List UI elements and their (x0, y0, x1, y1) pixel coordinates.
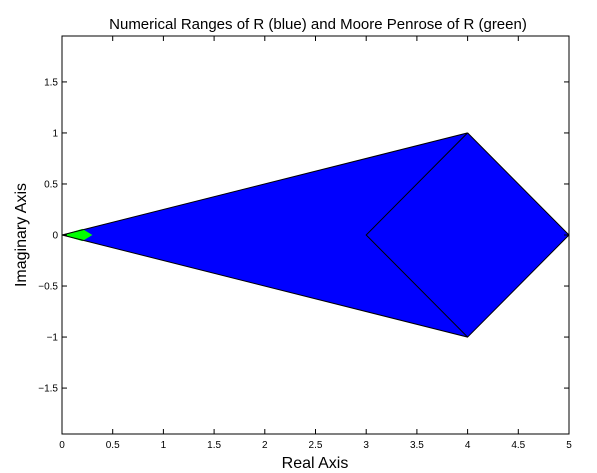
region-green (62, 228, 93, 242)
y-tick-label: 0 (52, 231, 58, 242)
x-tick-label: 0 (59, 440, 65, 451)
x-tick-label: 3.5 (410, 440, 424, 451)
regions-layer (62, 132, 569, 338)
y-tick-label: −1 (47, 333, 59, 344)
lines-layer (61, 132, 570, 338)
ticks-layer: 0 0.5 1 1.5 2 2.5 3 3.5 4 4.5 5 −1.5 −1 −0.5 0 0.5 1 1.5 (38, 36, 572, 451)
x-axis-label: Real Axis (282, 455, 349, 472)
edge-line-0 (61, 132, 468, 236)
x-tick-label: 1.5 (207, 440, 221, 451)
y-tick-label: 1 (52, 128, 58, 139)
x-tick-label: 3 (363, 440, 369, 451)
x-tick-label: 0.5 (106, 440, 120, 451)
edge-line-2 (365, 132, 570, 338)
x-tick-label: 1 (161, 440, 167, 451)
x-tick-label: 4.5 (511, 440, 525, 451)
y-tick-label: 1.5 (44, 77, 58, 88)
chart-title: Numerical Ranges of R (blue) and Moore P… (109, 16, 527, 33)
edge-line-1 (61, 234, 468, 338)
region-blue (62, 132, 569, 338)
x-tick-label: 4 (465, 440, 471, 451)
y-axis-label: Imaginary Axis (13, 183, 30, 287)
y-tick-label: −0.5 (38, 282, 58, 293)
y-tick-label: 0.5 (44, 179, 58, 190)
x-tick-label: 2.5 (309, 440, 323, 451)
y-tick-label: −1.5 (38, 384, 58, 395)
x-tick-label: 2 (262, 440, 268, 451)
x-tick-label: 5 (566, 440, 572, 451)
